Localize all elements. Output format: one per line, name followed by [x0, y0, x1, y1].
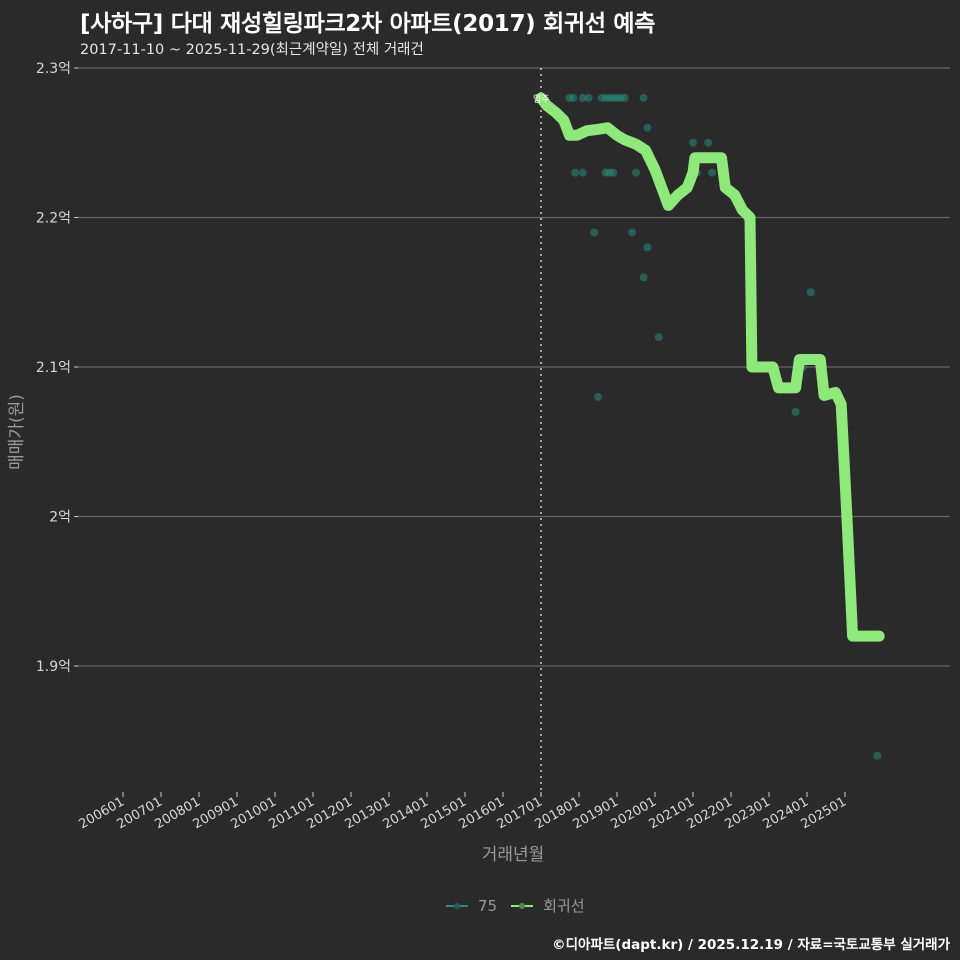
legend-key-regression-icon: [511, 899, 534, 913]
svg-text:2억: 2억: [49, 510, 71, 526]
chart-subtitle: 2017-11-10 ~ 2025-11-29(최근계약일) 전체 거래건: [80, 42, 424, 58]
x-axis-title: 거래년월: [482, 845, 545, 865]
legend-label-regression: 회귀선: [543, 897, 585, 915]
legend-item-regression[interactable]: 회귀선: [511, 895, 585, 916]
regression-line: [535, 92, 885, 642]
x-axis: 2006012007012008012009012010012011012012…: [77, 792, 849, 832]
svg-text:1.9억: 1.9억: [36, 659, 71, 675]
chart-title: [사하구] 다대 재성힐링파크2차 아파트(2017) 회귀선 예측: [80, 11, 656, 37]
svg-text:2.2억: 2.2억: [36, 211, 71, 227]
y-axis-title: 매매가(원): [7, 394, 27, 470]
y-axis: 2.3억 2.2억 2.1억 2억 1.9억: [36, 61, 78, 675]
legend-label-75: 75: [478, 896, 498, 915]
move-in-label: 입주: [533, 93, 550, 105]
grid-lines: [78, 67, 950, 667]
svg-text:2.1억: 2.1억: [36, 360, 71, 376]
source-caption: ©디아파트(dapt.kr) / 2025.12.19 / 자료=국토교통부 실…: [552, 937, 950, 953]
scatter-points-75: [537, 93, 882, 760]
legend-item-75[interactable]: 75: [446, 897, 497, 915]
svg-text:2.3억: 2.3억: [36, 61, 71, 77]
legend-key-75-icon: [446, 899, 468, 913]
legend: 75 회귀선: [446, 895, 591, 916]
